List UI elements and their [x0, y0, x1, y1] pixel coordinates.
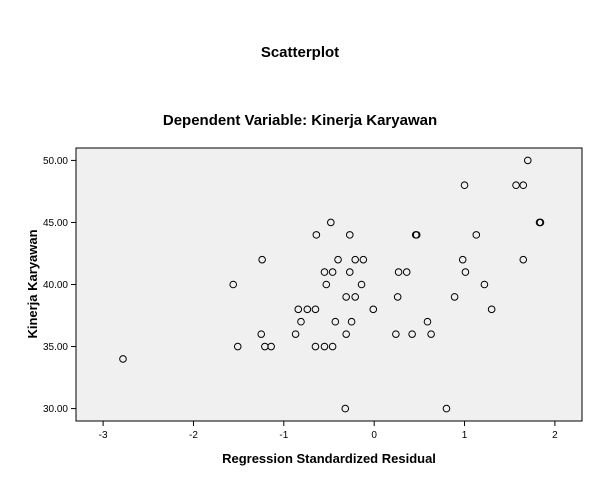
scatter-point — [334, 255, 342, 264]
x-tick-label: -3 — [99, 430, 108, 441]
scatter-point — [258, 255, 266, 264]
scatter-point — [345, 268, 354, 276]
scatter-point — [119, 355, 127, 363]
scatter-point — [487, 305, 496, 314]
scatter-point — [351, 255, 360, 264]
x-tick-label: 0 — [371, 430, 377, 441]
scatter-point — [359, 255, 368, 264]
chart-subtitle: Dependent Variable: Kinerja Karyawan — [162, 112, 438, 129]
plot-area — [75, 147, 583, 422]
scatter-point — [408, 330, 416, 338]
scatter-point — [257, 330, 266, 338]
scatter-point — [394, 268, 403, 276]
scatter-point — [369, 305, 378, 314]
y-axis-ticks: 30.00 35.00 40.00 45.00 50.00 — [43, 156, 76, 415]
scatter-point — [423, 317, 432, 326]
scatter-point — [442, 404, 451, 413]
scatter-point — [312, 231, 321, 239]
scatter-point — [331, 317, 340, 326]
chart-title: Scatterplot — [260, 44, 340, 61]
scatter-point — [320, 342, 329, 351]
scatter-point — [311, 342, 320, 351]
x-axis-ticks: -3 -2 -1 0 1 2 — [99, 421, 558, 441]
scatter-point — [460, 181, 469, 190]
scatter-point — [328, 342, 337, 351]
scatter-point — [402, 268, 411, 276]
y-tick-label: 30.00 — [43, 404, 68, 415]
scatter-point — [342, 293, 350, 301]
x-tick-label: -1 — [279, 430, 288, 441]
y-tick-label: 50.00 — [43, 156, 68, 167]
scatter-point — [427, 330, 435, 338]
x-tick-label: 2 — [552, 430, 558, 441]
scatter-point — [327, 218, 335, 227]
scatter-point — [294, 305, 303, 314]
scatter-point — [393, 293, 402, 301]
scatter-point — [267, 342, 275, 351]
scatter-point — [342, 330, 350, 338]
scatter-point — [519, 255, 528, 264]
scatter-point — [351, 293, 360, 301]
scatter-point — [347, 317, 356, 326]
scatter-point — [291, 330, 300, 338]
y-tick-label: 45.00 — [43, 218, 68, 229]
scatter-point — [345, 231, 354, 239]
x-tick-label: 1 — [462, 430, 468, 441]
scatter-point — [233, 342, 242, 351]
x-tick-label: -2 — [189, 430, 198, 441]
scatter-point — [320, 268, 329, 276]
scatter-point — [519, 181, 528, 190]
y-tick-label: 35.00 — [43, 342, 68, 353]
scatter-point — [523, 156, 532, 165]
scatter-point — [512, 181, 520, 190]
scatter-point — [322, 280, 331, 289]
data-points — [119, 156, 545, 413]
scatter-point — [297, 317, 305, 326]
x-axis-label: Regression Standardized Residual — [222, 451, 436, 466]
scatter-point — [536, 218, 545, 227]
scatter-point — [303, 305, 312, 314]
scatter-point — [450, 293, 459, 301]
scatter-point — [458, 255, 467, 264]
scatter-point — [461, 268, 470, 276]
scatter-point — [328, 268, 337, 276]
y-tick-label: 40.00 — [43, 280, 68, 291]
scatter-point — [392, 330, 400, 338]
scatter-point — [311, 305, 320, 314]
y-axis-label: Kinerja Karyawan — [25, 229, 40, 338]
scatter-point — [229, 280, 238, 289]
scatter-point — [472, 231, 481, 239]
scatter-point — [341, 404, 350, 413]
scatter-point — [357, 280, 366, 289]
scatter-point — [480, 280, 489, 289]
scatter-point — [412, 231, 421, 239]
